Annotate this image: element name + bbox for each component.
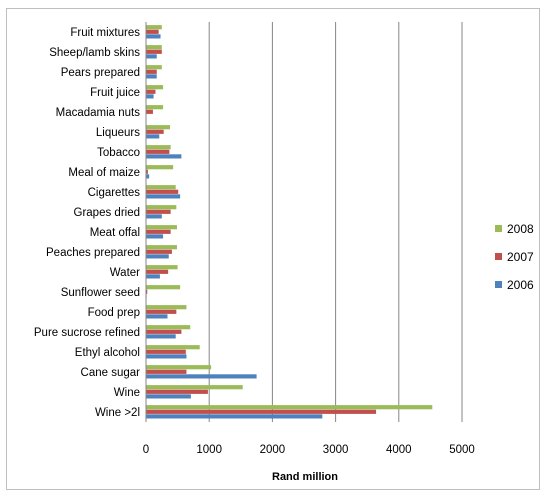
bar-2007: [146, 169, 148, 174]
gridlines: [208, 22, 463, 422]
bar-2008: [146, 125, 171, 130]
category-label: Macadamia nuts: [56, 107, 141, 119]
bar-2007: [146, 369, 187, 374]
category-label: Fruit juice: [90, 87, 140, 99]
x-tick-label: 4000: [386, 444, 412, 456]
bar-2008: [146, 165, 174, 170]
bar-2006: [146, 334, 176, 339]
category-label: Water: [110, 267, 140, 279]
bar-2006: [146, 394, 191, 399]
x-tick-labels: 0 1000 2000 3000 4000 5000: [143, 444, 475, 456]
bar-2008: [146, 205, 177, 210]
category-labels: Fruit mixtures Sheep/lamb skins Pears prep…: [34, 27, 140, 419]
bar-2006: [146, 234, 164, 239]
bar-2007: [146, 349, 186, 354]
bar-2006: [146, 414, 323, 419]
bar-2007: [146, 189, 179, 194]
bar-2006: [146, 354, 187, 359]
category-label: Peaches prepared: [46, 247, 140, 259]
category-label: Sheep/lamb skins: [49, 47, 140, 59]
x-axis-title: Rand million: [272, 471, 338, 483]
bar-2008: [146, 245, 177, 250]
bar-2007: [146, 329, 182, 334]
category-label: Wine >2l: [95, 407, 140, 419]
bar-2007: [146, 109, 153, 114]
category-label: Fruit mixtures: [70, 27, 140, 39]
category-label: Ethyl alcohol: [75, 347, 140, 359]
category-label: Pure sucrose refined: [34, 327, 140, 339]
x-tick-label: 1000: [196, 444, 222, 456]
bar-2006: [146, 314, 168, 319]
category-label: Wine: [114, 387, 140, 399]
legend-label: 2008: [507, 222, 534, 236]
bar-2008: [146, 325, 191, 330]
bar-2007: [146, 409, 377, 414]
bar-2006: [146, 194, 181, 199]
bar-2007: [146, 229, 171, 234]
bar-2007: [146, 49, 162, 54]
bar-2006: [146, 34, 161, 39]
bar-2007: [146, 69, 157, 74]
chart-area: [6, 8, 540, 490]
bar-2007: [146, 249, 172, 254]
bar-2008: [146, 145, 171, 150]
bar-2007: [146, 129, 164, 134]
category-label: Food prep: [88, 307, 140, 319]
legend-label: 2006: [507, 278, 534, 292]
bar-2008: [146, 285, 181, 290]
bar-2008: [146, 385, 243, 390]
bar-2008: [146, 105, 164, 110]
bar-2007: [146, 389, 208, 394]
bar-2007: [146, 149, 170, 154]
legend: 2008 2007 2006: [495, 222, 534, 292]
bar-2006: [146, 74, 157, 79]
bar-2008: [146, 345, 200, 350]
bar-2008: [146, 45, 162, 50]
category-label: Cane sugar: [81, 367, 141, 379]
legend-swatch: [495, 225, 502, 232]
bar-2008: [146, 25, 162, 30]
legend-swatch: [495, 253, 502, 260]
category-label: Liqueurs: [96, 127, 140, 139]
bar-2008: [146, 265, 178, 270]
category-label: Tobacco: [97, 147, 140, 159]
category-label: Cigarettes: [88, 187, 141, 199]
bar-2006: [146, 94, 154, 99]
bar-2006: [146, 54, 157, 59]
bar-2007: [146, 29, 159, 34]
bar-2008: [146, 365, 212, 370]
bar-2006: [146, 174, 150, 179]
bar-2007: [146, 309, 177, 314]
x-tick-label: 5000: [449, 444, 475, 456]
bar-2008: [146, 65, 162, 70]
category-label: Meal of maize: [68, 167, 140, 179]
bar-2008: [146, 405, 433, 410]
bar-2008: [146, 185, 176, 190]
bar-2008: [146, 305, 187, 310]
bar-2006: [146, 254, 169, 259]
legend-swatch: [495, 281, 502, 288]
bar-2006: [146, 134, 160, 139]
bar-2008: [146, 225, 177, 230]
category-label: Meat offal: [90, 227, 140, 239]
bar-2006: [146, 154, 182, 159]
category-label: Pears prepared: [61, 67, 140, 79]
bar-2006: [146, 274, 160, 279]
bar-2007: [146, 289, 148, 294]
bar-2007: [146, 269, 169, 274]
bar-2007: [146, 209, 171, 214]
bar-2006: [146, 214, 162, 219]
bars: [146, 25, 433, 419]
category-label: Sunflower seed: [61, 287, 140, 299]
x-tick-label: 3000: [323, 444, 349, 456]
category-label: Grapes dried: [74, 207, 140, 219]
legend-label: 2007: [507, 250, 534, 264]
bar-2007: [146, 89, 156, 94]
bar-2008: [146, 85, 164, 90]
x-tick-label: 2000: [260, 444, 286, 456]
bar-2006: [146, 374, 257, 379]
x-tick-label: 0: [143, 444, 149, 456]
